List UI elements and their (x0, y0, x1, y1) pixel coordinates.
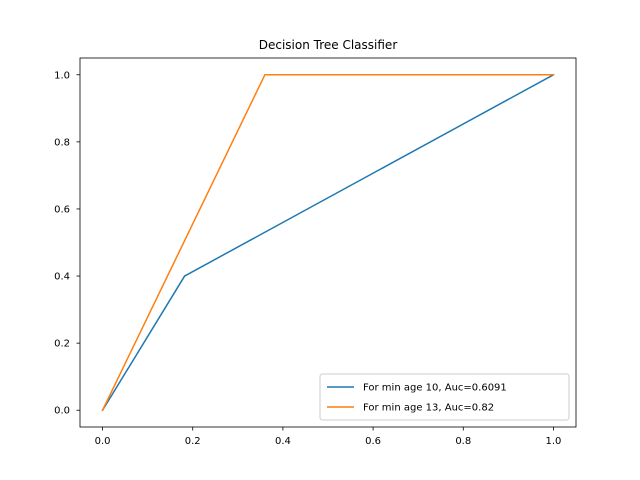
y-tick-label: 0.0 (54, 406, 70, 417)
x-tick-label: 0.8 (455, 436, 471, 447)
axes: 0.0 0.2 0.4 0.6 0.8 1.0 0.0 0.2 0.4 0.6 0.8 1.0 (54, 57, 577, 447)
x-tick-label: 0.4 (275, 436, 291, 447)
y-tick-label: 0.8 (54, 137, 70, 148)
x-tick-label: 1.0 (546, 436, 562, 447)
x-tick-label: 0.6 (365, 436, 381, 447)
chart-title: Decision Tree Classifier (259, 38, 398, 52)
x-tick-label: 0.2 (185, 436, 201, 447)
series-line-2 (101, 74, 555, 412)
x-tick-label: 0.0 (95, 436, 111, 447)
y-tick-label: 1.0 (54, 70, 70, 81)
y-tick-label: 0.4 (54, 272, 70, 283)
legend: For min age 10, Auc=0.6091 For min age 13… (319, 373, 570, 421)
legend-box (319, 373, 570, 421)
legend-label-2: For min age 13, Auc=0.82 (363, 403, 494, 414)
series-line-1 (101, 73, 555, 412)
axes-frame (79, 57, 577, 428)
y-tick-label: 0.2 (54, 339, 70, 350)
plot-area (101, 73, 555, 412)
y-tick-label: 0.6 (54, 204, 70, 215)
legend-label-1: For min age 10, Auc=0.6091 (363, 383, 507, 394)
